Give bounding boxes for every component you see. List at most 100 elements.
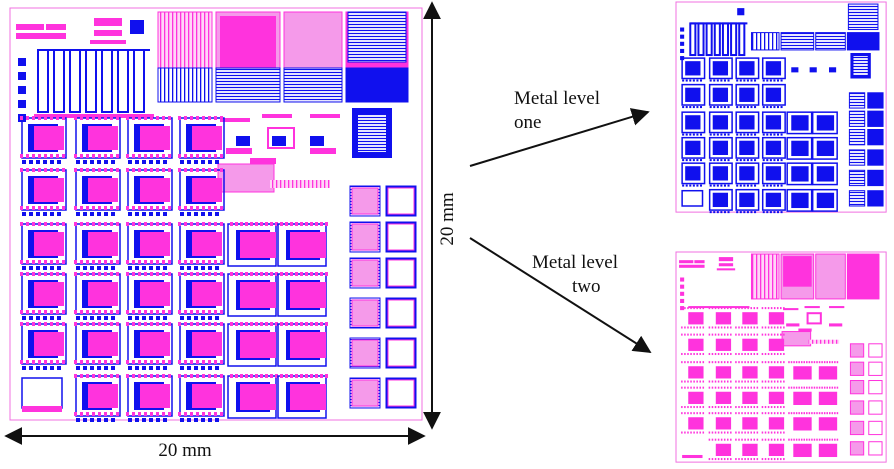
- layout-shape: [786, 323, 800, 327]
- layout-shape: [178, 272, 181, 276]
- layout-shape: [741, 380, 743, 383]
- layout-shape: [235, 272, 238, 276]
- layout-shape: [178, 116, 181, 120]
- layout-shape: [208, 116, 211, 120]
- layout-shape: [773, 361, 776, 364]
- layout-shape: [162, 412, 165, 416]
- layout-shape: [780, 406, 782, 409]
- layout-shape: [696, 159, 699, 162]
- layout-shape: [773, 438, 776, 441]
- layout-shape: [693, 307, 695, 310]
- layout-shape: [320, 374, 323, 378]
- layout-shape: [208, 154, 211, 158]
- layout-shape: [62, 322, 65, 326]
- layout-shape: [730, 412, 732, 415]
- layout-shape: [723, 412, 726, 415]
- layout-shape: [793, 361, 795, 364]
- layout-shape: [696, 412, 698, 415]
- metal-level-one-label-line1: Metal level: [514, 88, 600, 109]
- layout-shape: [214, 168, 217, 172]
- layout-shape: [687, 380, 689, 383]
- arrow-to-metal-two: [469, 237, 652, 353]
- layout-shape: [36, 316, 40, 320]
- layout-shape: [36, 212, 40, 216]
- layout-shape: [132, 374, 135, 378]
- layout-shape: [739, 184, 742, 187]
- layout-shape: [747, 380, 749, 383]
- layout-shape: [92, 116, 95, 120]
- layout-shape: [20, 206, 23, 210]
- layout-shape: [714, 307, 717, 310]
- layout-shape: [684, 431, 686, 434]
- layout-shape: [803, 361, 806, 364]
- device-cell: [708, 188, 733, 211]
- layout-shape: [178, 322, 181, 326]
- layout-shape: [214, 222, 217, 226]
- layout-shape: [723, 361, 726, 364]
- layout-shape: [135, 418, 139, 422]
- layout-shape: [138, 154, 141, 158]
- layout-shape: [150, 222, 153, 226]
- layout-shape: [116, 310, 119, 314]
- layout-shape: [162, 116, 165, 120]
- bond-pad: [867, 149, 884, 166]
- layout-shape: [94, 30, 122, 36]
- layout-shape: [74, 168, 77, 172]
- layout-shape: [104, 412, 107, 416]
- layout-shape: [156, 222, 159, 226]
- layout-shape: [26, 360, 29, 364]
- layout-shape: [696, 431, 698, 434]
- layout-shape: [738, 458, 740, 461]
- layout-shape: [20, 260, 23, 264]
- layout-shape: [83, 266, 87, 270]
- layout-shape: [98, 412, 101, 416]
- device-cell: [192, 332, 222, 356]
- layout-shape: [16, 33, 66, 39]
- layout-shape: [162, 168, 165, 172]
- layout-shape: [720, 79, 723, 82]
- layout-shape: [783, 308, 799, 311]
- layout-shape: [696, 386, 698, 389]
- layout-shape: [56, 322, 59, 326]
- layout-shape: [727, 307, 729, 310]
- layout-shape: [187, 212, 191, 216]
- layout-shape: [739, 87, 755, 102]
- layout-shape: [32, 116, 35, 120]
- layout-shape: [162, 322, 165, 326]
- layout-shape: [250, 158, 276, 164]
- layout-shape: [97, 212, 101, 216]
- layout-shape: [132, 310, 135, 314]
- device-cell: [715, 443, 732, 456]
- layout-shape: [747, 352, 749, 356]
- layout-shape: [135, 212, 139, 216]
- layout-shape: [187, 418, 191, 422]
- layout-shape: [144, 260, 147, 264]
- layout-shape: [86, 260, 89, 264]
- layout-shape: [220, 360, 223, 364]
- layout-shape: [156, 316, 160, 320]
- layout-shape: [325, 222, 328, 226]
- layout-shape: [194, 366, 198, 370]
- layout-shape: [798, 361, 800, 364]
- layout-shape: [847, 3, 879, 31]
- layout-shape: [201, 366, 205, 370]
- layout-shape: [795, 412, 798, 415]
- layout-shape: [739, 166, 755, 181]
- layout-shape: [138, 168, 141, 172]
- layout-shape: [791, 67, 799, 73]
- top-array-block: [846, 32, 880, 51]
- layout-shape: [770, 361, 773, 364]
- layout-shape: [681, 307, 683, 310]
- device-cell: [34, 332, 64, 356]
- layout-shape: [741, 412, 743, 415]
- layout-shape: [138, 260, 141, 264]
- layout-shape: [747, 412, 749, 415]
- layout-shape: [144, 322, 147, 326]
- layout-shape: [776, 211, 780, 214]
- layout-shape: [806, 386, 808, 389]
- layout-shape: [793, 438, 795, 441]
- layout-shape: [220, 412, 223, 416]
- layout-shape: [746, 184, 749, 187]
- bond-pad: [351, 259, 379, 287]
